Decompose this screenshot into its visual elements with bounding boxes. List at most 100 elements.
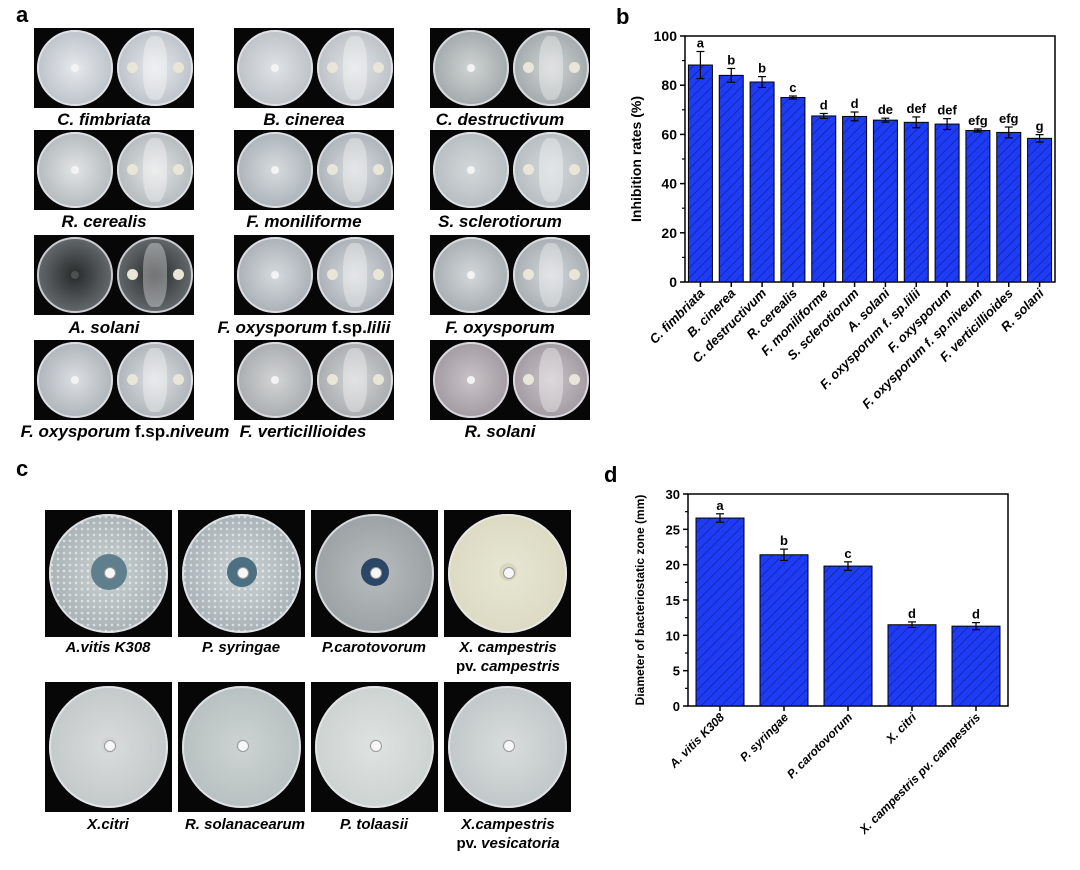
y-tick-label: 15 [666,593,680,608]
treatment-plate [117,237,193,313]
plate-rim [37,30,113,106]
plate-rim [317,30,393,106]
antagonist-colony [173,164,184,175]
panel-label-a: a [16,2,29,27]
x-tick-label: X. campestris pv. campestris [856,710,983,837]
bar [749,81,775,283]
inhibition-zone [539,36,563,100]
significance-letter: c [789,80,796,95]
bacteriostatic-zone-chart: 0 5 10 15 20 25 30 Diameter of bacteriostatic z… [633,487,1009,837]
forma-prefix: f.sp. [134,422,170,441]
petri-dish [49,514,168,633]
antagonist-colony [523,269,534,280]
x-tick-label: P. carotovorum [784,710,855,781]
paper-disk [502,566,515,579]
fungal-plate-photo [234,28,394,108]
antagonist-colony [569,62,580,73]
treatment-plate [513,342,589,418]
inhibition-zone [143,243,167,307]
control-plate [37,132,113,208]
fungal-caption: A. solani [0,318,224,338]
bar [811,115,837,283]
significance-letter: b [780,533,788,548]
paper-disk [369,566,382,579]
antagonist-colony [127,374,138,385]
y-tick-label: 40 [661,176,677,192]
significance-letter: b [727,52,735,67]
fungal-caption: F. verticillioides [208,422,398,442]
x-tick-label: A. vitis K308 [666,710,727,771]
forma-text: lilii [366,318,391,337]
y-tick-label: 0 [669,274,677,290]
treatment-plate [117,132,193,208]
significance-letter: def [937,103,957,118]
species-text: solani [486,422,536,441]
inhibition-zone [539,348,563,412]
strain-name: R. solanacearum [184,816,306,833]
plate-rim [49,514,168,633]
plate-rim [237,132,313,208]
bacterial-plate-photo [45,682,172,812]
significance-letter: d [820,97,828,112]
inhibition-zone [343,138,367,202]
bacterial-caption: P.carotovorum [299,638,449,657]
fungal-plate-photo [430,130,590,210]
genus-text: F. [217,318,231,337]
bar [872,119,898,283]
antagonist-colony [523,62,534,73]
paper-disk [502,740,515,752]
petri-dish [182,514,301,633]
pathovar-prefix: pv. [456,658,481,675]
bar [934,123,960,283]
strain-name: P.carotovorum [322,639,426,656]
antagonist-colony [173,62,184,73]
paper-disk [103,740,116,752]
bar [887,624,937,707]
significance-letter: b [758,61,766,76]
bacterial-plate-photo [444,510,571,637]
plate-rim [315,514,434,633]
plate-rim [117,132,193,208]
treatment-plate [117,30,193,106]
bar [718,74,744,283]
fungal-plate-photo [234,340,394,420]
inoculum-center [271,271,279,279]
significance-letter: def [907,101,927,116]
control-plate [433,30,509,106]
inhibition-zone [539,243,563,307]
y-tick-label: 25 [666,522,680,537]
inhibition-zone [143,348,167,412]
fungal-caption: F. oxysporum [380,318,620,338]
control-plate [433,237,509,313]
antagonist-colony [327,164,338,175]
treatment-plate [317,237,393,313]
genus-text: F. [445,318,459,337]
species-text: sclerotiorum [458,212,562,231]
inhibition-zone [343,243,367,307]
control-plate [237,342,313,418]
genus-text: C. [57,110,75,129]
paper-disk [103,566,116,579]
genus-text: S. [438,212,455,231]
significance-letter: d [972,607,980,622]
species-text: cerealis [83,212,147,231]
paper-disk [236,566,249,579]
fungal-caption: B. cinerea [184,110,424,130]
antagonist-colony [127,269,138,280]
inoculum-center [467,376,475,384]
bar [965,129,991,283]
treatment-plate [513,30,589,106]
strain-name: X.citri [87,816,129,833]
fungal-caption: S. sclerotiorum [380,212,620,232]
antagonist-colony [373,164,384,175]
plate-rim [448,514,567,633]
significance-letter: efg [999,111,1019,126]
bacterial-plate-photo [178,682,305,812]
plate-rim [117,30,193,106]
x-tick-label: P. syringae [737,710,791,764]
inoculum-center [271,64,279,72]
y-tick-label: 20 [661,225,677,241]
pathovar-prefix: pv. [456,835,482,852]
fungal-caption: R. cerealis [0,212,224,232]
